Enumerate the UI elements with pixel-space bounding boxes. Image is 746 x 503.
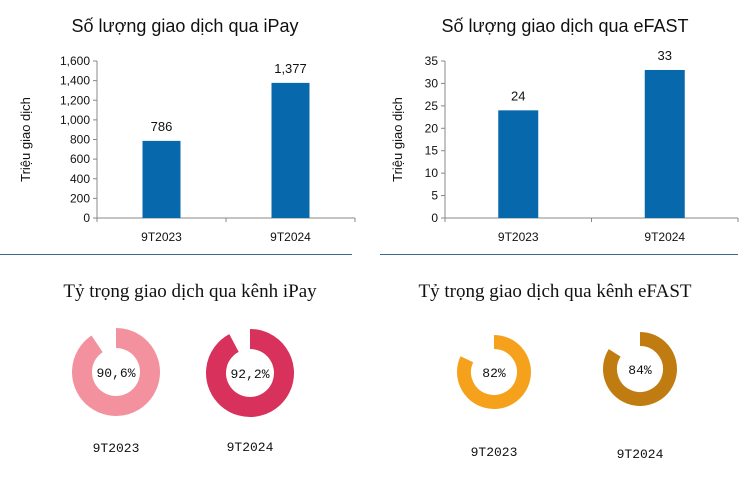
efast-share-donuts: 82% 9T2023 84% 9T2024	[457, 332, 677, 462]
efast-y-tick-label: 25	[425, 99, 439, 113]
efast-bar-9t2024	[644, 69, 685, 218]
efast-x-tick-label: 9T2023	[498, 230, 539, 244]
ipay-donut-9t2023	[72, 328, 160, 416]
ipay-y-tick-label: 800	[70, 133, 90, 147]
efast-donut-9t2024	[603, 332, 677, 406]
efast-y-tick-label: 10	[425, 166, 439, 180]
ipay-share-title: Tỷ trọng giao dịch qua kênh iPay	[63, 281, 317, 302]
ipay-donut-value: 92,2%	[230, 367, 269, 382]
ipay-y-axis-label: Triệu giao dịch	[18, 97, 33, 182]
ipay-y-tick-label: 1,200	[60, 93, 90, 107]
efast-donut-9t2023	[457, 335, 531, 409]
ipay-bar-9t2023	[142, 140, 181, 218]
ipay-donut-label: 9T2024	[227, 440, 274, 455]
ipay-x-tick-label: 9T2024	[270, 230, 311, 244]
efast-donut-label: 9T2024	[617, 447, 664, 462]
efast-data-label: 33	[658, 48, 672, 63]
ipay-y-tick-label: 400	[70, 172, 90, 186]
ipay-y-tick-label: 0	[83, 211, 90, 225]
efast-bar-chart-title: Số lượng giao dịch qua eFAST	[441, 16, 689, 36]
efast-x-tick-label: 9T2024	[644, 230, 685, 244]
efast-y-tick-label: 30	[425, 76, 439, 90]
efast-donut-value: 84%	[628, 363, 652, 378]
efast-y-tick-label: 0	[431, 211, 438, 225]
ipay-y-tick-label: 600	[70, 152, 90, 166]
ipay-y-tick-label: 1,000	[60, 113, 90, 127]
ipay-bar-chart-title: Số lượng giao dịch qua iPay	[71, 16, 299, 36]
efast-donut-value: 82%	[482, 366, 506, 381]
efast-y-tick-label: 5	[431, 189, 438, 203]
efast-y-tick-label: 35	[425, 54, 439, 68]
divider-right	[380, 254, 738, 255]
efast-y-tick-label: 15	[425, 144, 439, 158]
ipay-y-tick-label: 200	[70, 191, 90, 205]
efast-bar-9t2023	[498, 110, 539, 218]
ipay-donut-9t2024	[206, 329, 294, 417]
ipay-donut-label: 9T2023	[93, 441, 140, 456]
ipay-share-donuts: 90,6% 9T2023 92,2% 9T2024	[72, 328, 294, 456]
efast-share-title: Tỷ trọng giao dịch qua kênh eFAST	[418, 281, 692, 302]
divider-left	[0, 254, 352, 255]
ipay-bar-9t2024	[271, 82, 310, 219]
ipay-y-tick-label: 1,400	[60, 74, 90, 88]
ipay-donut-value: 90,6%	[96, 366, 135, 381]
ipay-data-label: 786	[151, 119, 173, 134]
efast-donut-label: 9T2023	[471, 445, 518, 460]
ipay-data-label: 1,377	[274, 61, 307, 76]
efast-y-tick-label: 20	[425, 121, 439, 135]
ipay-y-tick-label: 1,600	[60, 54, 90, 68]
efast-y-axis-label: Triệu giao dịch	[390, 97, 405, 182]
ipay-bar-chart: 0 200 400 600 800 1,000 1,200 1,400 1,600 Triệu g…	[18, 54, 356, 244]
efast-data-label: 24	[511, 88, 525, 103]
ipay-x-tick-label: 9T2023	[141, 230, 182, 244]
efast-bar-chart: 0 5 10 15 20 25 30 35 Triệu giao dịch 24 9T2023 33 9…	[390, 48, 739, 244]
